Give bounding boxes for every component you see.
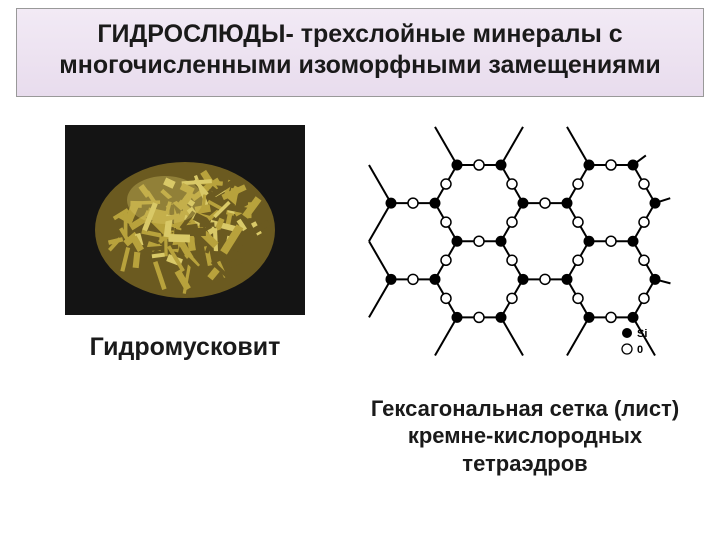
mineral-photo bbox=[65, 125, 305, 315]
right-caption: Гексагональная сетка (лист) кремне-кисло… bbox=[350, 395, 700, 478]
mineral-cluster-svg bbox=[65, 125, 305, 315]
right-column: Si 0 Гексагональная сетка (лист) кремне-к… bbox=[350, 125, 700, 478]
hex-svg: Si 0 bbox=[365, 125, 685, 385]
svg-text:0: 0 bbox=[637, 344, 643, 356]
slide-title-box: ГИДРОСЛЮДЫ- трехслойные минералы с много… bbox=[16, 8, 704, 97]
svg-text:Si: Si bbox=[637, 328, 647, 340]
left-caption: Гидромусковит bbox=[90, 333, 281, 362]
slide-title: ГИДРОСЛЮДЫ- трехслойные минералы с много… bbox=[37, 19, 683, 82]
hex-diagram: Si 0 bbox=[365, 125, 685, 385]
content-row: Гидромусковит Si 0 Гексагональная сетка (… bbox=[0, 97, 720, 478]
left-column: Гидромусковит bbox=[20, 125, 350, 478]
